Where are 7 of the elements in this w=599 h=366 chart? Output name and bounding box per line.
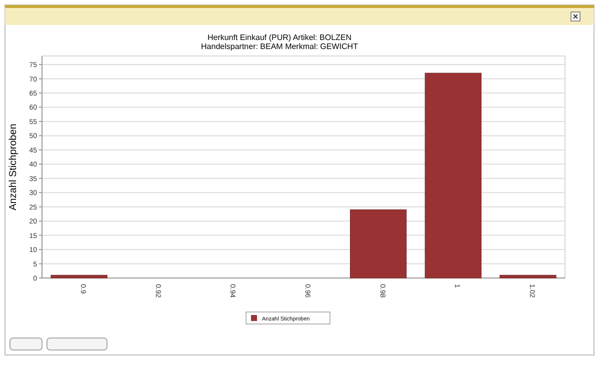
bar <box>424 72 482 278</box>
y-axis-title: Anzahl Stichproben <box>8 124 19 210</box>
bar <box>50 274 108 278</box>
chart-subtitle: Handelspartner: BEAM Merkmal: GEWICHT <box>201 42 358 51</box>
bar <box>500 274 556 278</box>
chart-title: Herkunft Einkauf (PUR) Artikel: BOLZEN <box>207 33 352 42</box>
bar <box>350 209 407 278</box>
